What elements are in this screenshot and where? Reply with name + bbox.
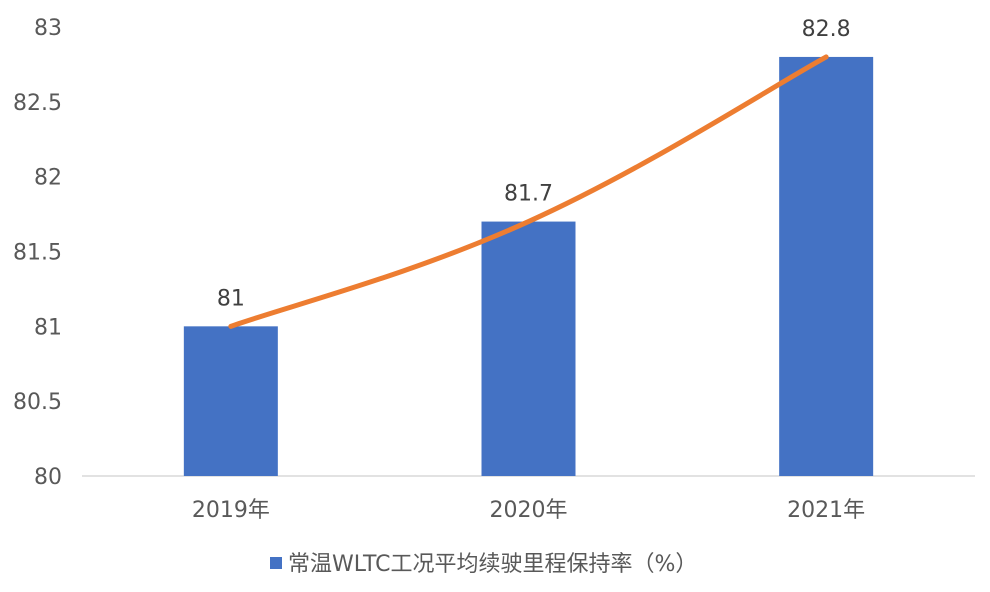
legend: 常温WLTC工况平均续驶里程保持率（%）: [270, 552, 697, 577]
trend-line: [228, 54, 829, 329]
legend-label: 常温WLTC工况平均续驶里程保持率（%）: [288, 552, 697, 577]
x-tick-label: 2020年: [490, 498, 568, 523]
y-tick-label: 81: [34, 315, 62, 340]
x-tick-label: 2019年: [192, 498, 270, 523]
bar: [779, 56, 874, 476]
y-tick-label: 81.5: [13, 241, 62, 266]
y-tick-label: 82: [34, 166, 62, 191]
y-tick-label: 80: [34, 465, 62, 490]
data-label: 82.8: [802, 17, 851, 42]
y-tick-label: 83: [34, 16, 62, 41]
data-label: 81: [217, 286, 245, 311]
data-label: 81.7: [504, 182, 553, 207]
x-tick-label: 2021年: [787, 498, 865, 523]
bar: [183, 326, 278, 476]
y-tick-label: 80.5: [13, 390, 62, 415]
legend-swatch: [270, 557, 282, 569]
y-tick-label: 82.5: [13, 91, 62, 116]
bar: [481, 221, 576, 476]
